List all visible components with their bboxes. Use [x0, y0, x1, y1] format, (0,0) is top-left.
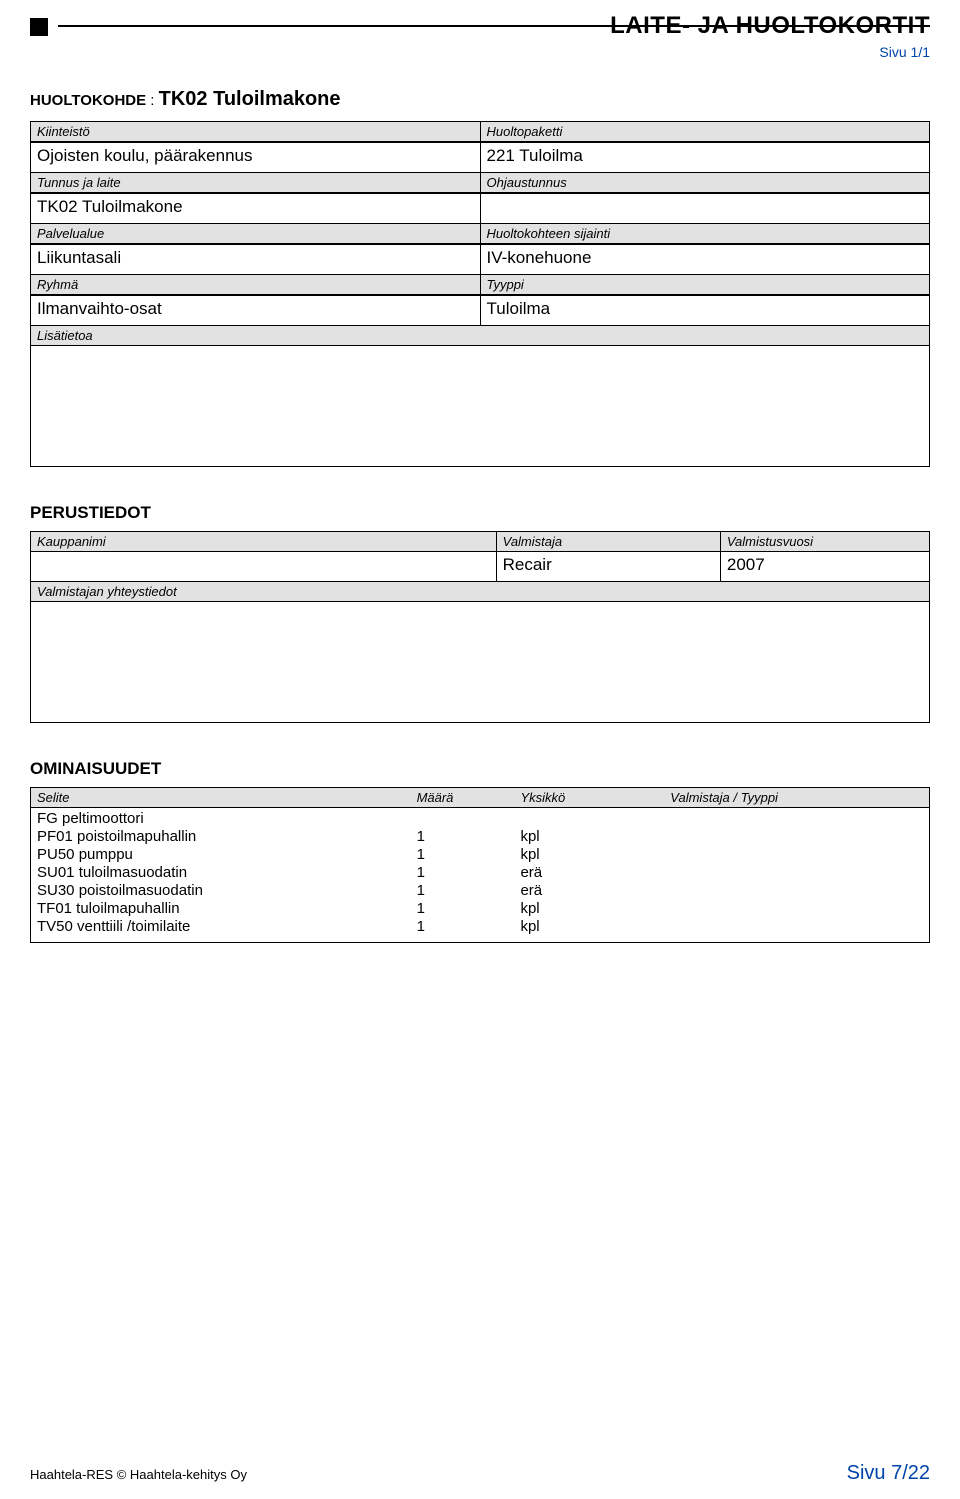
ominaisuudet-box: Selite Määrä Yksikkö Valmistaja / Tyyppi… [30, 787, 930, 943]
label-palvelualue: Palvelualue [31, 224, 480, 243]
cell-valmistaja-tyyppi [664, 828, 929, 846]
cell-yksikko: kpl [514, 918, 664, 936]
label-huoltopaketti: Huoltopaketti [480, 122, 930, 141]
perustiedot-box: Kauppanimi Valmistaja Valmistusvuosi Rec… [30, 531, 930, 723]
ominaisuudet-rows: FG peltimoottoriPF01 poistoilmapuhallin1… [31, 808, 929, 942]
cell-valmistaja-tyyppi [664, 810, 929, 828]
top-square-icon [30, 18, 48, 36]
huoltokohde-label: HUOLTOKOHDE [30, 92, 146, 109]
cell-maara: 1 [411, 864, 515, 882]
lisatietoa-block [31, 346, 929, 466]
page-indicator: Sivu 1/1 [30, 44, 930, 60]
cell-maara: 1 [411, 846, 515, 864]
value-ryhma: Ilmanvaihto-osat [31, 296, 480, 325]
perustiedot-title: PERUSTIEDOT [30, 503, 930, 523]
cell-yksikko: kpl [514, 846, 664, 864]
huoltokohde-value: TK02 Tuloilmakone [159, 88, 341, 110]
label-valmistaja: Valmistaja [496, 532, 720, 551]
cell-maara: 1 [411, 828, 515, 846]
value-huoltopaketti: 221 Tuloilma [480, 143, 930, 172]
label-yhteystiedot: Valmistajan yhteystiedot [31, 582, 929, 602]
ominaisuudet-row: PU50 pumppu1kpl [31, 846, 929, 864]
cell-selite: TV50 venttiili /toimilaite [31, 918, 411, 936]
cell-yksikko: kpl [514, 828, 664, 846]
footer-page: Sivu 7/22 [847, 1462, 930, 1485]
cell-yksikko: kpl [514, 900, 664, 918]
cell-yksikko: erä [514, 864, 664, 882]
value-tyyppi: Tuloilma [480, 296, 930, 325]
cell-valmistaja-tyyppi [664, 882, 929, 900]
info-box: Kiinteistö Huoltopaketti Ojoisten koulu,… [30, 121, 930, 467]
label-lisatietoa: Lisätietoa [31, 325, 929, 346]
label-valmistusvuosi: Valmistusvuosi [720, 532, 929, 551]
cell-selite: TF01 tuloilmapuhallin [31, 900, 411, 918]
ominaisuudet-row: FG peltimoottori [31, 810, 929, 828]
label-tyyppi: Tyyppi [480, 275, 930, 294]
col-yksikko: Yksikkö [514, 788, 664, 807]
cell-valmistaja-tyyppi [664, 900, 929, 918]
label-ryhma: Ryhmä [31, 275, 480, 294]
cell-selite: FG peltimoottori [31, 810, 411, 828]
col-maara: Määrä [411, 788, 515, 807]
cell-valmistaja-tyyppi [664, 918, 929, 936]
huoltokohde-line: HUOLTOKOHDE : TK02 Tuloilmakone [30, 88, 930, 111]
value-kiinteisto: Ojoisten koulu, päärakennus [31, 143, 480, 172]
value-kauppanimi [31, 552, 496, 581]
label-kauppanimi: Kauppanimi [31, 532, 496, 551]
ominaisuudet-row: TF01 tuloilmapuhallin1kpl [31, 900, 929, 918]
cell-maara: 1 [411, 918, 515, 936]
ominaisuudet-row: TV50 venttiili /toimilaite1kpl [31, 918, 929, 936]
footer-copyright: Haahtela-RES © Haahtela-kehitys Oy [30, 1467, 247, 1482]
ominaisuudet-title: OMINAISUUDET [30, 759, 930, 779]
col-valmistaja-tyyppi: Valmistaja / Tyyppi [664, 788, 929, 807]
colon: : [150, 92, 154, 109]
value-ohjaustunnus [480, 194, 930, 223]
col-selite: Selite [31, 788, 411, 807]
cell-maara [411, 810, 515, 828]
cell-maara: 1 [411, 882, 515, 900]
ominaisuudet-row: PF01 poistoilmapuhallin1kpl [31, 828, 929, 846]
cell-yksikko: erä [514, 882, 664, 900]
label-tunnus: Tunnus ja laite [31, 173, 480, 192]
value-tunnus: TK02 Tuloilmakone [31, 194, 480, 223]
label-kiinteisto: Kiinteistö [31, 122, 480, 141]
cell-maara: 1 [411, 900, 515, 918]
ominaisuudet-row: SU01 tuloilmasuodatin1erä [31, 864, 929, 882]
value-sijainti: IV-konehuone [480, 245, 930, 274]
value-valmistusvuosi: 2007 [720, 552, 929, 581]
header: LAITE- JA HUOLTOKORTIT Sivu 1/1 [30, 12, 930, 60]
cell-selite: SU30 poistoilmasuodatin [31, 882, 411, 900]
value-palvelualue: Liikuntasali [31, 245, 480, 274]
label-ohjaustunnus: Ohjaustunnus [480, 173, 930, 192]
yhteystiedot-block [31, 602, 929, 722]
ominaisuudet-row: SU30 poistoilmasuodatin1erä [31, 882, 929, 900]
label-sijainti: Huoltokohteen sijainti [480, 224, 930, 243]
cell-selite: PU50 pumppu [31, 846, 411, 864]
cell-valmistaja-tyyppi [664, 864, 929, 882]
footer: Haahtela-RES © Haahtela-kehitys Oy Sivu … [30, 1462, 930, 1485]
cell-yksikko [514, 810, 664, 828]
cell-selite: SU01 tuloilmasuodatin [31, 864, 411, 882]
value-valmistaja: Recair [496, 552, 720, 581]
ruler-line [58, 21, 930, 33]
cell-selite: PF01 poistoilmapuhallin [31, 828, 411, 846]
cell-valmistaja-tyyppi [664, 846, 929, 864]
